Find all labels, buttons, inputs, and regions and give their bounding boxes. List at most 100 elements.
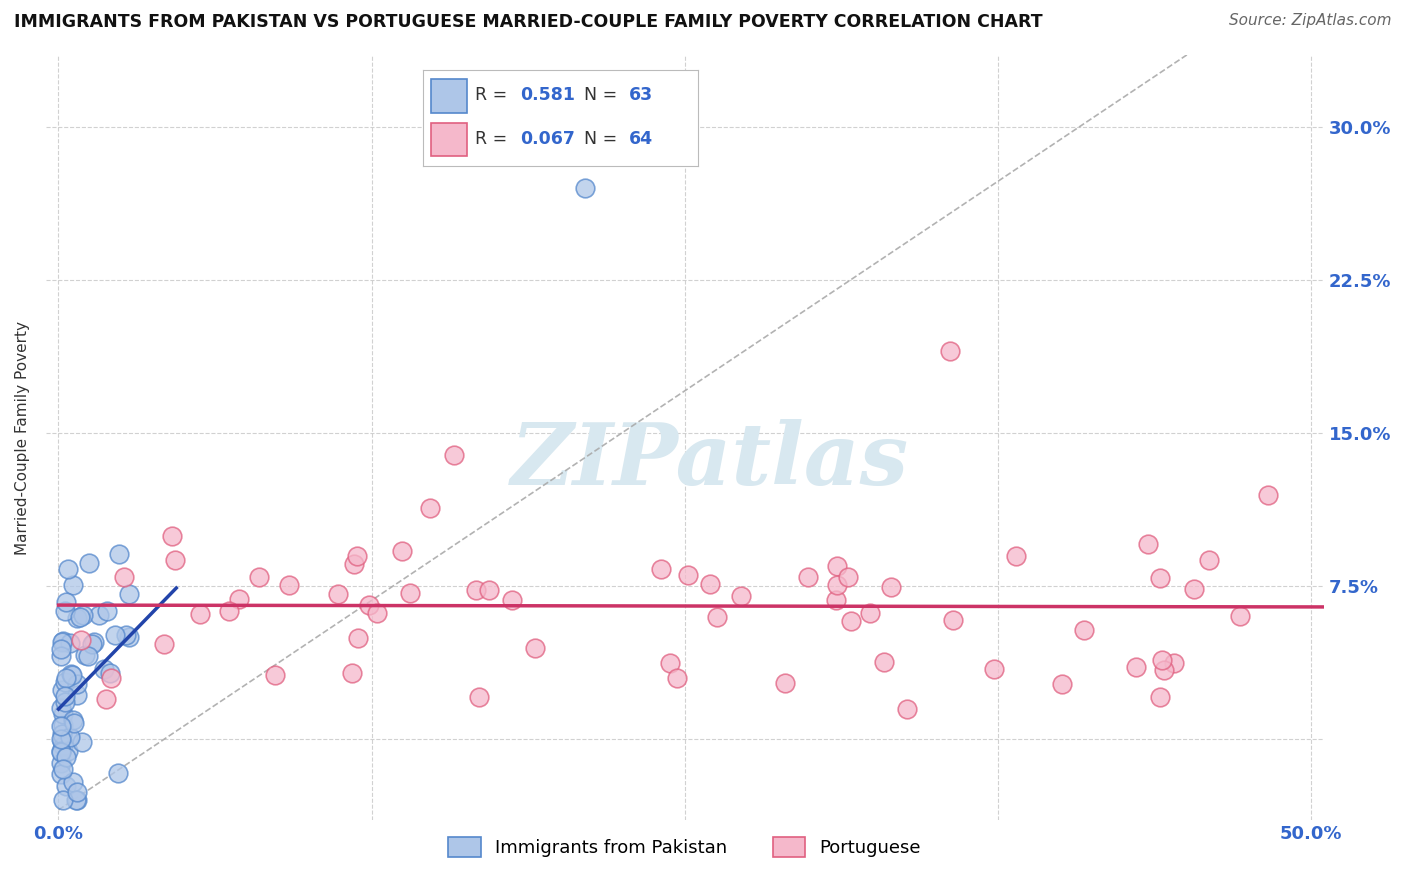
Point xyxy=(188,607,211,621)
Point xyxy=(55,595,77,609)
Point xyxy=(665,672,688,686)
Point xyxy=(218,604,240,618)
Point xyxy=(51,727,73,741)
Point xyxy=(59,667,82,681)
Point xyxy=(51,739,73,754)
Point xyxy=(1136,536,1159,550)
Point xyxy=(1163,656,1185,670)
Point xyxy=(66,677,89,691)
Point xyxy=(112,570,135,584)
Point xyxy=(797,570,820,584)
Legend: Immigrants from Pakistan, Portuguese: Immigrants from Pakistan, Portuguese xyxy=(441,830,928,864)
Point xyxy=(87,608,110,623)
Point xyxy=(942,613,965,627)
Point xyxy=(83,635,105,649)
Point xyxy=(346,631,368,645)
Point xyxy=(56,744,79,758)
Point xyxy=(104,628,127,642)
Point xyxy=(107,765,129,780)
Point xyxy=(468,690,491,705)
Point xyxy=(52,762,75,776)
Point xyxy=(328,587,350,601)
Point xyxy=(60,667,83,681)
Point xyxy=(53,690,76,704)
Point xyxy=(56,730,79,744)
Point xyxy=(873,656,896,670)
Point xyxy=(80,637,103,651)
Point xyxy=(247,570,270,584)
Point xyxy=(55,750,77,764)
Point xyxy=(1073,623,1095,637)
Point xyxy=(1257,488,1279,502)
Point xyxy=(77,648,100,663)
Point xyxy=(501,593,523,607)
Point xyxy=(66,610,89,624)
Point xyxy=(523,640,546,655)
Point xyxy=(59,636,82,650)
Point xyxy=(773,676,796,690)
Point xyxy=(49,744,72,758)
Point xyxy=(49,719,72,733)
Point xyxy=(96,604,118,618)
Point xyxy=(79,556,101,570)
Point xyxy=(391,544,413,558)
Point xyxy=(478,582,501,597)
Point xyxy=(49,731,72,746)
Point xyxy=(263,668,285,682)
Point xyxy=(825,559,848,574)
Point xyxy=(228,591,250,606)
Point xyxy=(66,793,89,807)
Point xyxy=(55,780,77,794)
Point xyxy=(49,756,72,770)
Point xyxy=(49,767,72,781)
Point xyxy=(63,715,86,730)
Point xyxy=(825,578,848,592)
Point xyxy=(73,648,96,662)
Point xyxy=(98,666,121,681)
Point xyxy=(896,701,918,715)
Point xyxy=(824,593,846,607)
Point xyxy=(72,608,94,623)
Point xyxy=(100,671,122,685)
Point xyxy=(49,745,72,759)
Point xyxy=(706,610,728,624)
Point xyxy=(160,529,183,543)
Point xyxy=(62,774,84,789)
Point xyxy=(51,683,73,698)
Point xyxy=(117,587,139,601)
Point xyxy=(115,628,138,642)
Point xyxy=(1050,677,1073,691)
Point xyxy=(70,632,93,647)
Point xyxy=(983,662,1005,676)
Point xyxy=(153,637,176,651)
Point xyxy=(1198,553,1220,567)
Point xyxy=(62,713,84,727)
Point xyxy=(858,606,880,620)
Point xyxy=(939,343,962,358)
Point xyxy=(880,580,903,594)
Point xyxy=(55,671,77,685)
Point xyxy=(841,614,863,628)
Point xyxy=(66,785,89,799)
Point xyxy=(346,549,368,564)
Point xyxy=(465,582,488,597)
Y-axis label: Married-Couple Family Poverty: Married-Couple Family Poverty xyxy=(15,320,30,555)
Point xyxy=(278,578,301,592)
Point xyxy=(1182,582,1205,596)
Point xyxy=(1150,653,1173,667)
Point xyxy=(699,577,721,591)
Point xyxy=(96,691,118,706)
Point xyxy=(659,656,682,670)
Text: IMMIGRANTS FROM PAKISTAN VS PORTUGUESE MARRIED-COUPLE FAMILY POVERTY CORRELATION: IMMIGRANTS FROM PAKISTAN VS PORTUGUESE M… xyxy=(14,13,1043,31)
Point xyxy=(650,562,672,576)
Point xyxy=(837,570,859,584)
Point xyxy=(51,718,73,732)
Point xyxy=(69,610,91,624)
Point xyxy=(419,500,441,515)
Point xyxy=(93,662,115,676)
Point xyxy=(678,568,700,582)
Point xyxy=(52,793,75,807)
Point xyxy=(66,689,89,703)
Point xyxy=(165,553,187,567)
Point xyxy=(51,733,73,747)
